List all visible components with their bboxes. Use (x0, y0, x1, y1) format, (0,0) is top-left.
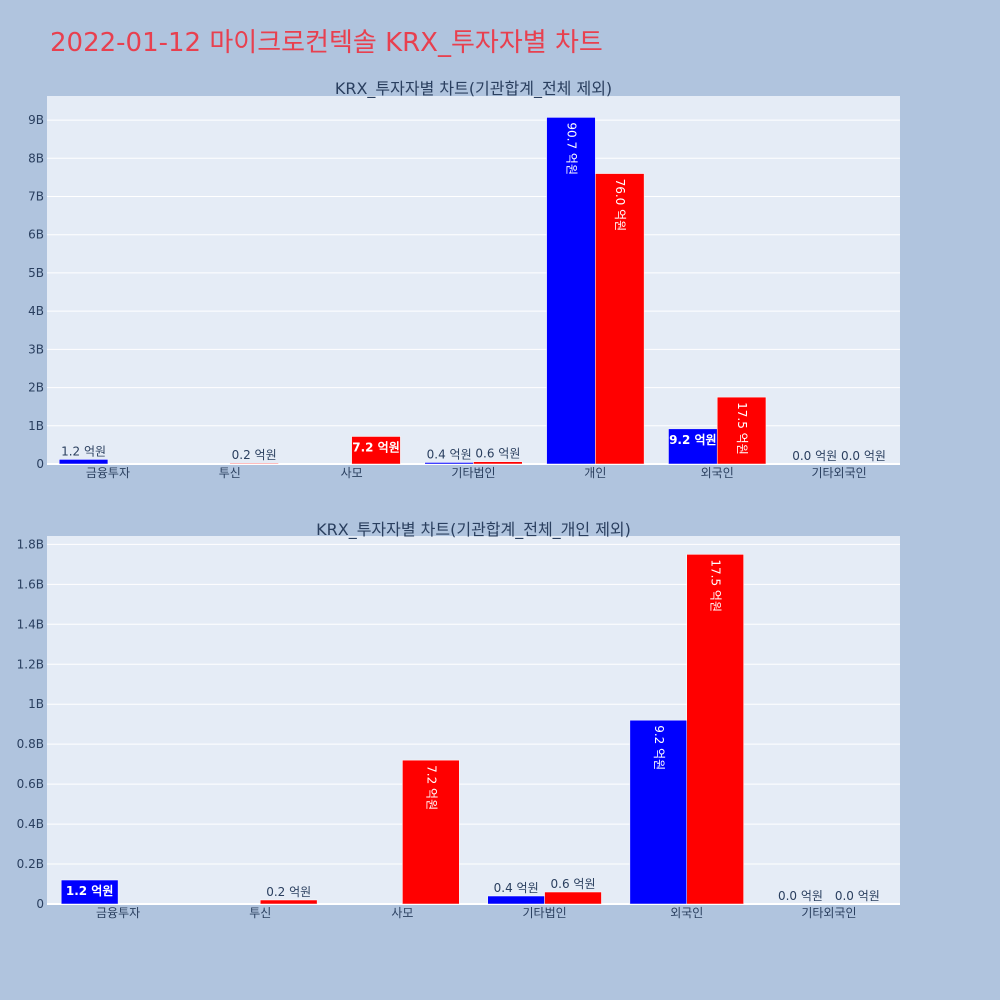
bar (546, 117, 596, 465)
y-tick-label: 9B (28, 113, 44, 127)
y-tick-label: 0.2B (17, 857, 44, 871)
bar (595, 173, 645, 465)
bar-label: 0.0 억원 (778, 889, 823, 903)
y-tick-label: 1.8B (17, 537, 44, 551)
bar-label: 17.5 억원 (735, 402, 749, 455)
bar-label: 0.0 억원 (792, 449, 837, 463)
y-tick-label: 3B (28, 342, 44, 356)
y-tick-label: 0.4B (17, 817, 44, 831)
y-tick-label: 0 (36, 457, 44, 471)
x-tick-label: 기타외국인 (801, 906, 856, 920)
y-tick-label: 0 (36, 897, 44, 911)
y-tick-label: 1.4B (17, 617, 44, 631)
y-tick-label: 1B (28, 419, 44, 433)
x-tick-label: 개인 (584, 466, 606, 480)
y-tick-label: 0.6B (17, 777, 44, 791)
bar-label: 17.5 억원 (709, 559, 723, 612)
bar (487, 895, 545, 905)
y-tick-label: 7B (28, 190, 44, 204)
bar-label: 9.2 억원 (652, 725, 666, 770)
chart-2: 0 0.2B 0.4B 0.6B 0.8B 1B 1.2B 1.4B 1.6B 1.8B KRX_투… (17, 520, 900, 920)
y-tick-label: 6B (28, 228, 44, 242)
bar-label: 0.6 억원 (551, 877, 596, 891)
x-tick-label: 기타법인 (522, 906, 566, 920)
page-title: 2022-01-12 마이크로컨텍솔 KRX_투자자별 차트 (50, 28, 603, 58)
bar-label: 76.0 억원 (613, 179, 627, 232)
x-tick-label: 사모 (391, 906, 413, 920)
bar (629, 719, 688, 905)
bar (473, 461, 523, 465)
bar (424, 462, 474, 465)
bar (229, 462, 279, 465)
y-tick-label: 1.2B (17, 657, 44, 671)
chart-title: KRX_투자자별 차트(기관합계_전체 제외) (335, 79, 612, 99)
x-tick-label: 기타외국인 (811, 466, 866, 480)
x-tick-label: 금융투자 (86, 466, 130, 480)
x-tick-label: 외국인 (670, 906, 703, 920)
y-tick-label: 4B (28, 304, 44, 318)
bar-label: 0.2 억원 (266, 885, 311, 899)
x-tick-label: 기타법인 (451, 466, 495, 480)
y-tick-label: 8B (28, 151, 44, 165)
x-tick-label: 투신 (249, 906, 271, 920)
y-tick-label: 0.8B (17, 737, 44, 751)
y-tick-label: 5B (28, 266, 44, 280)
bar-label: 1.2 억원 (66, 884, 114, 898)
bar (402, 759, 460, 905)
bar (716, 396, 767, 465)
x-tick-label: 금융투자 (96, 906, 140, 920)
bar-label: 1.2 억원 (61, 444, 106, 458)
y-tick-label: 1B (28, 697, 44, 711)
bar (351, 436, 401, 465)
bar (260, 899, 318, 905)
bar-label: 9.2 억원 (669, 433, 717, 447)
bar-label: 0.6 억원 (475, 447, 520, 461)
bar-label: 0.0 억원 (835, 889, 880, 903)
bar (686, 554, 744, 905)
bar-label: 7.2 억원 (424, 765, 438, 810)
bar-label: 0.2 억원 (232, 448, 277, 462)
bar (544, 891, 602, 905)
x-tick-label: 투신 (219, 466, 241, 480)
x-tick-label: 외국인 (701, 466, 734, 480)
x-tick-label: 사모 (341, 466, 363, 480)
bar (60, 879, 119, 905)
bar-label: 0.4 억원 (427, 447, 472, 461)
plot-area (47, 536, 900, 904)
bar-label: 7.2 억원 (352, 440, 400, 454)
bar-label: 0.4 억원 (494, 881, 539, 895)
bar (668, 428, 718, 465)
plot-area (47, 96, 900, 464)
y-tick-label: 2B (28, 381, 44, 395)
chart-1: 0 1B 2B 3B 4B 5B 6B 7B 8B 9B KRX_투자자별 차트(기관합계_전체 제… (28, 79, 900, 480)
chart-title: KRX_투자자별 차트(기관합계_전체_개인 제외) (316, 520, 631, 540)
bar-label: 90.7 억원 (564, 122, 578, 175)
y-tick-label: 1.6B (17, 577, 44, 591)
bar-label: 0.0 억원 (841, 449, 886, 463)
bar (58, 459, 109, 465)
